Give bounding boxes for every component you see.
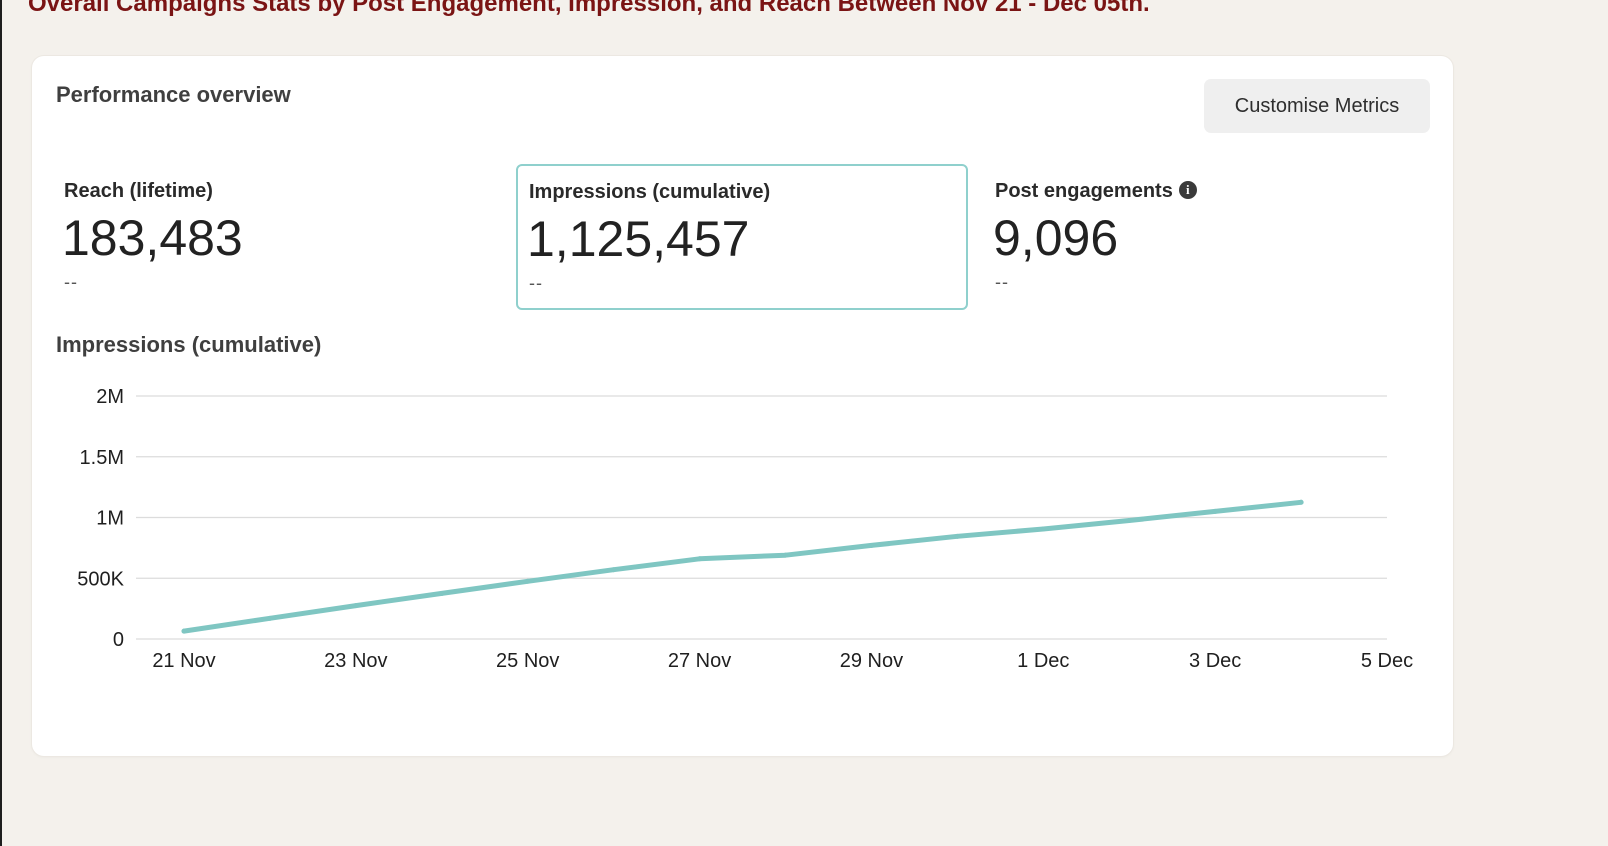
data-point [1040, 526, 1046, 532]
chart-title: Impressions (cumulative) [56, 332, 322, 357]
impressions-line-chart: 0 500K 1M 1.5M 2M 21 Nov 23 Nov 25 Nov 27 Nov 29 … [77, 386, 1413, 672]
data-point [868, 542, 874, 548]
data-point [783, 552, 788, 558]
data-point [181, 628, 187, 634]
x-tick-label: 29 Nov [840, 650, 903, 672]
metric-change: -- [995, 272, 1009, 292]
x-tick-label: 27 Nov [668, 650, 731, 672]
metric-value: 183,483 [62, 210, 243, 266]
x-tick-label: 23 Nov [324, 650, 387, 672]
data-point [611, 567, 617, 573]
y-tick-label: 1.5M [80, 447, 124, 469]
data-point [1126, 518, 1132, 524]
info-icon[interactable]: i [1178, 180, 1197, 199]
metric-impressions[interactable]: Impressions (cumulative) 1,125,457 -- [516, 164, 968, 310]
metric-change: -- [529, 273, 543, 293]
data-point [439, 590, 445, 596]
window-edge [0, 0, 2, 846]
data-point [1212, 508, 1218, 514]
y-tick-label: 500K [77, 568, 124, 590]
data-point [353, 603, 359, 609]
metric-change: -- [64, 272, 78, 292]
performance-overview-card: Performance overview Customise Metrics R… [32, 56, 1453, 756]
y-tick-label: 0 [113, 629, 124, 651]
series-line [181, 499, 1304, 634]
metric-label: Post engagements [995, 180, 1173, 202]
metric-reach[interactable]: Reach (lifetime) 183,483 -- [52, 164, 504, 310]
metric-value: 1,125,457 [527, 211, 750, 267]
data-point [1298, 499, 1304, 505]
metric-label: Reach (lifetime) [64, 180, 213, 202]
data-point [697, 556, 703, 562]
data-point [525, 578, 531, 584]
metric-post-engagements[interactable]: Post engagements i 9,096 -- [983, 164, 1435, 310]
metric-label: Impressions (cumulative) [529, 181, 771, 203]
x-tick-label: 1 Dec [1017, 650, 1069, 672]
y-tick-label: 2M [96, 386, 124, 408]
x-tick-label: 5 Dec [1361, 650, 1413, 672]
page-heading: Overall Campaigns Stats by Post Engageme… [28, 0, 1150, 17]
card-title: Performance overview [56, 82, 291, 107]
data-point [954, 533, 960, 539]
data-point [267, 615, 273, 621]
customise-metrics-button[interactable]: Customise Metrics [1204, 79, 1430, 133]
x-tick-label: 3 Dec [1189, 650, 1241, 672]
y-tick-label: 1M [96, 508, 124, 530]
x-tick-label: 25 Nov [496, 650, 559, 672]
x-tick-label: 21 Nov [152, 650, 215, 672]
metric-label-row: Post engagements i [995, 180, 1197, 203]
metric-value: 9,096 [993, 210, 1119, 266]
